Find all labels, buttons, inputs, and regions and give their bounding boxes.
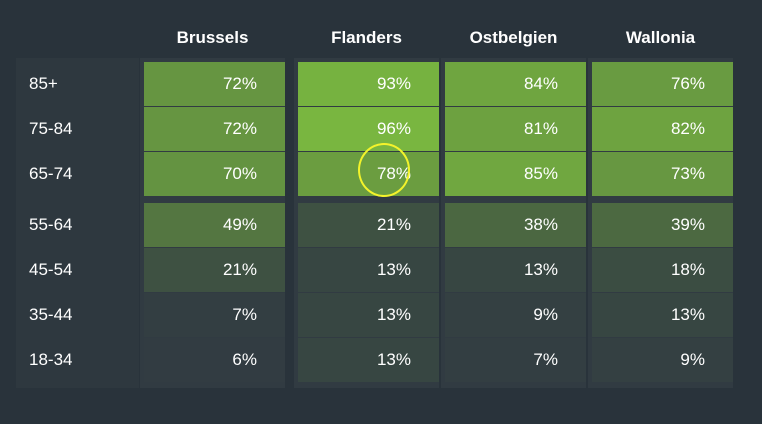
heatmap-cell: 81%: [445, 107, 586, 151]
heatmap-cell: 21%: [298, 203, 439, 247]
row-label: 85+: [29, 74, 58, 93]
column-header: Flanders: [331, 28, 402, 47]
heatmap-cell: 39%: [592, 203, 733, 247]
heatmap-cell: 93%: [298, 62, 439, 106]
row-label: 55-64: [29, 215, 73, 234]
row-label-column: [16, 58, 139, 388]
column-header: Wallonia: [625, 28, 696, 47]
heatmap-cell: 49%: [144, 203, 285, 247]
heatmap-cell: 70%: [144, 152, 285, 196]
heatmap-cell: 96%: [298, 107, 439, 151]
highlight-circle: [358, 143, 410, 197]
heatmap-cell: 13%: [592, 293, 733, 337]
heatmap-cell: 13%: [445, 248, 586, 292]
heatmap-cell: 82%: [592, 107, 733, 151]
heatmap-cell: 6%: [144, 338, 285, 382]
column-header: Brussels: [176, 28, 249, 47]
row-label: 35-44: [29, 305, 73, 324]
row-label: 75-84: [29, 119, 73, 138]
heatmap-cell: 13%: [298, 293, 439, 337]
heatmap-cell: 13%: [298, 248, 439, 292]
heatmap-cell: 9%: [592, 338, 733, 382]
heatmap-cell: 18%: [592, 248, 733, 292]
column-header: Ostbelgien: [469, 28, 558, 47]
heatmap-cell: 72%: [144, 107, 285, 151]
heatmap-cell: 7%: [144, 293, 285, 337]
heatmap-cell: 9%: [445, 293, 586, 337]
heatmap-cell: 76%: [592, 62, 733, 106]
heatmap-cell: 73%: [592, 152, 733, 196]
row-label: 18-34: [29, 350, 73, 369]
heatmap-cell: 84%: [445, 62, 586, 106]
heatmap-cell: 85%: [445, 152, 586, 196]
row-label: 65-74: [29, 164, 73, 183]
heatmap-cell: 38%: [445, 203, 586, 247]
heatmap-cell: 72%: [144, 62, 285, 106]
heatmap-cell: 7%: [445, 338, 586, 382]
heatmap-cell: 13%: [298, 338, 439, 382]
heatmap-cell: 21%: [144, 248, 285, 292]
row-label: 45-54: [29, 260, 73, 279]
